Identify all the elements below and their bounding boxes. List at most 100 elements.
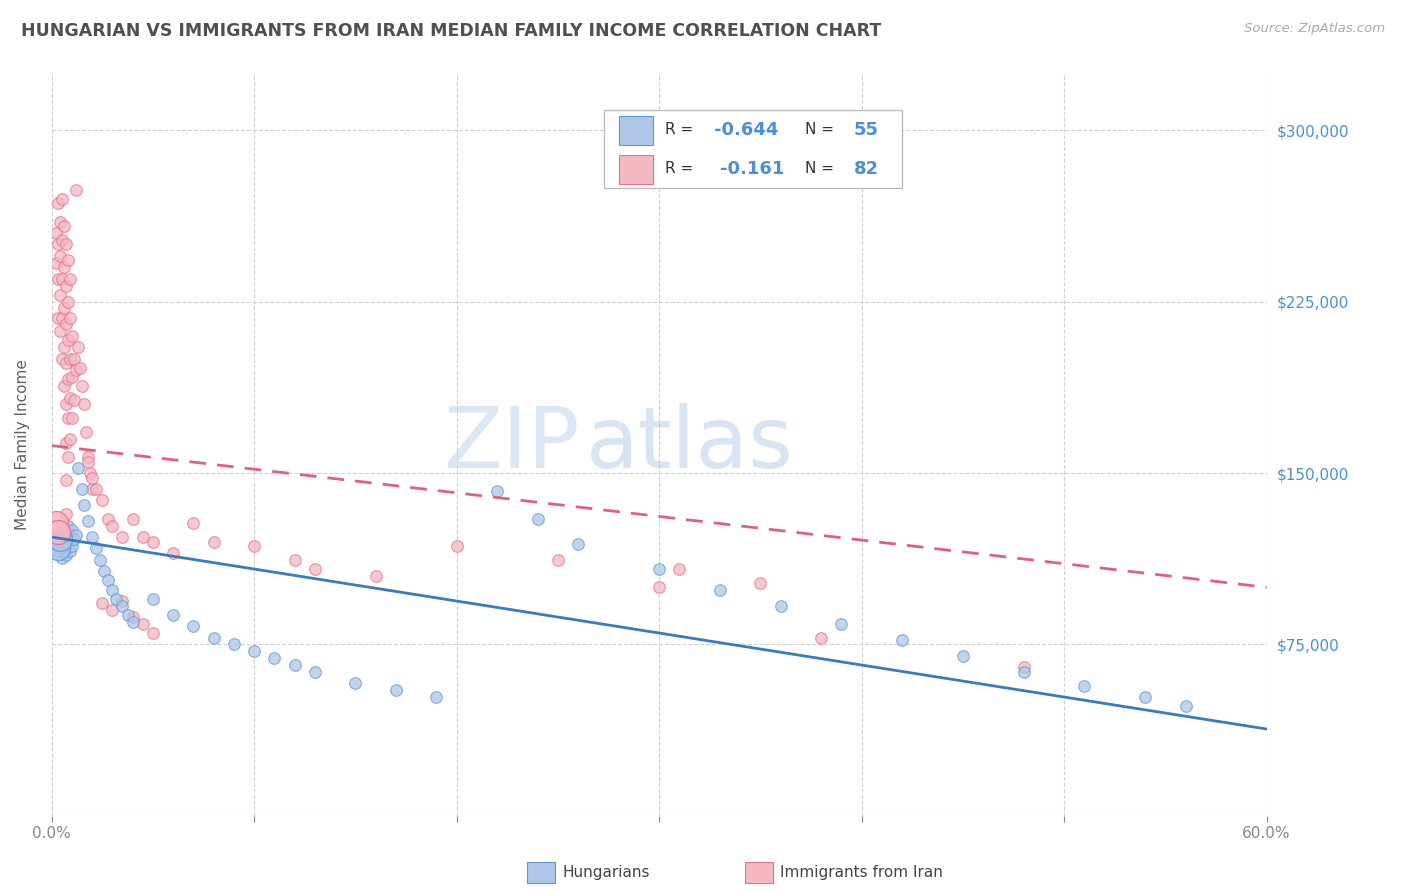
Point: [131, 616, 153, 631]
Point: [51, 310, 73, 325]
Point: [222, 637, 245, 651]
FancyBboxPatch shape: [619, 116, 652, 145]
Point: [243, 539, 266, 553]
Point: [46, 271, 69, 285]
Point: [55, 318, 77, 332]
Point: [80, 470, 103, 484]
Point: [304, 665, 326, 679]
Point: [46, 541, 69, 556]
Point: [283, 553, 305, 567]
Text: R =: R =: [665, 161, 703, 177]
Point: [65, 363, 87, 377]
Point: [283, 658, 305, 673]
Point: [46, 539, 69, 553]
Point: [55, 356, 77, 370]
Point: [142, 626, 165, 640]
Point: [66, 461, 89, 475]
Point: [48, 324, 70, 338]
Point: [769, 599, 792, 613]
Point: [111, 530, 134, 544]
Point: [65, 183, 87, 197]
Text: -0.644: -0.644: [714, 120, 778, 139]
Point: [111, 599, 134, 613]
Point: [142, 591, 165, 606]
Text: -0.161: -0.161: [720, 160, 785, 178]
Point: [1133, 690, 1156, 704]
Point: [648, 580, 671, 594]
Y-axis label: Median Family Income: Median Family Income: [15, 359, 30, 530]
Point: [46, 237, 69, 252]
Point: [62, 351, 84, 366]
Point: [121, 512, 143, 526]
Point: [56, 450, 79, 464]
Text: N =: N =: [804, 122, 839, 137]
Point: [51, 233, 73, 247]
Point: [55, 473, 77, 487]
Point: [55, 237, 77, 252]
Point: [56, 294, 79, 309]
Point: [48, 287, 70, 301]
Point: [243, 644, 266, 658]
Point: [80, 530, 103, 544]
Text: Source: ZipAtlas.com: Source: ZipAtlas.com: [1244, 22, 1385, 36]
Point: [142, 534, 165, 549]
Point: [60, 411, 83, 425]
Point: [60, 539, 83, 553]
Point: [59, 351, 82, 366]
Point: [51, 534, 73, 549]
Point: [202, 631, 225, 645]
Point: [97, 512, 120, 526]
Point: [749, 575, 772, 590]
Point: [62, 533, 84, 547]
Point: [77, 514, 100, 528]
Point: [48, 533, 70, 547]
Point: [891, 632, 914, 647]
Point: [59, 432, 82, 446]
Point: [66, 340, 89, 354]
Point: [101, 518, 124, 533]
Point: [364, 569, 387, 583]
Point: [101, 582, 124, 597]
Text: R =: R =: [665, 122, 699, 137]
Point: [59, 527, 82, 541]
Point: [162, 607, 184, 622]
Point: [181, 619, 204, 633]
Point: [1073, 679, 1095, 693]
Point: [56, 537, 79, 551]
Point: [52, 301, 75, 316]
Text: N =: N =: [804, 161, 839, 177]
Point: [709, 582, 731, 597]
Point: [45, 226, 67, 240]
Point: [52, 379, 75, 393]
FancyBboxPatch shape: [619, 154, 652, 185]
Point: [56, 411, 79, 425]
Point: [385, 683, 408, 698]
Point: [51, 271, 73, 285]
Point: [121, 615, 143, 629]
Text: 55: 55: [853, 120, 879, 139]
Text: Immigrants from Iran: Immigrants from Iran: [780, 865, 943, 880]
Point: [75, 425, 97, 439]
Point: [810, 631, 832, 645]
Point: [1174, 699, 1197, 714]
Point: [446, 539, 468, 553]
Point: [52, 525, 75, 540]
Point: [105, 591, 128, 606]
Point: [56, 372, 79, 386]
Point: [46, 196, 69, 211]
Point: [304, 562, 326, 576]
Point: [59, 310, 82, 325]
Point: [131, 530, 153, 544]
Point: [1012, 665, 1035, 679]
Point: [648, 562, 671, 576]
Point: [70, 482, 93, 496]
Point: [55, 278, 77, 293]
Point: [162, 546, 184, 560]
Point: [486, 484, 509, 499]
Point: [55, 549, 77, 563]
Point: [52, 541, 75, 556]
Point: [56, 253, 79, 268]
Point: [547, 553, 569, 567]
Point: [97, 574, 120, 588]
Point: [60, 523, 83, 537]
